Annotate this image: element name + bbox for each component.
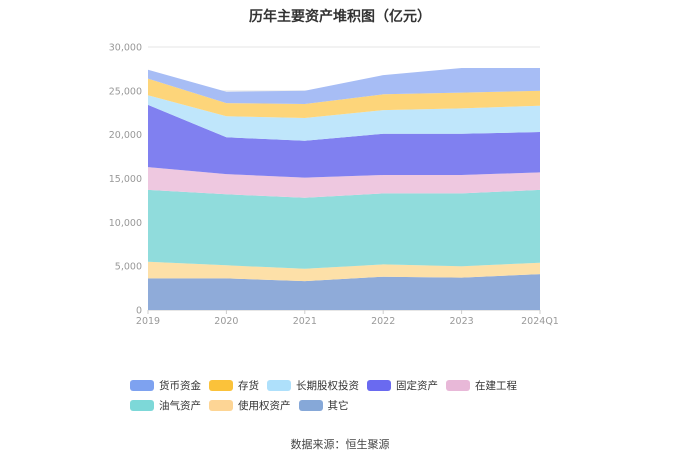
y-tick-label: 15,000	[109, 174, 142, 185]
x-axis: 2019 2020 2021 2022 2023 2024Q1	[136, 310, 559, 327]
legend: 货币资金 存货 长期股权投资 固定资产 在建工程油气资产 使用权资产 其它	[130, 378, 570, 418]
legend-swatch	[367, 379, 391, 391]
legend-swatch	[209, 399, 233, 411]
x-tick-label: 2023	[450, 316, 474, 327]
legend-item[interactable]: 固定资产	[367, 378, 438, 392]
area-series-1	[148, 261, 540, 282]
source-note: 数据来源：恒生聚源	[290, 438, 390, 451]
legend-item[interactable]: 油气资产	[130, 398, 201, 412]
area-series-2	[148, 189, 540, 269]
legend-item[interactable]: 货币资金	[130, 378, 201, 392]
legend-item[interactable]: 在建工程	[446, 378, 517, 392]
stacked-area-chart: 0 5,000 10,000 15,000 20,000 25,000 30,000 201…	[109, 43, 559, 328]
legend-swatch	[298, 399, 323, 411]
legend-item[interactable]: 使用权资产	[209, 398, 291, 412]
x-tick-label: 2024Q1	[521, 316, 559, 327]
area-series-0	[148, 274, 540, 310]
y-tick-label: 20,000	[109, 130, 142, 141]
y-tick-label: 0	[136, 306, 142, 317]
legend-swatch	[446, 379, 470, 391]
legend-label: 货币资金	[159, 379, 201, 392]
area-series	[148, 68, 540, 310]
y-axis: 0 5,000 10,000 15,000 20,000 25,000 30,000	[109, 43, 142, 317]
area-series-5	[148, 95, 540, 141]
x-tick-label: 2020	[214, 316, 238, 327]
legend-label: 长期股权投资	[296, 379, 359, 392]
y-tick-label: 30,000	[109, 43, 142, 54]
y-tick-label: 25,000	[109, 86, 142, 97]
legend-label: 油气资产	[159, 399, 201, 412]
legend-label: 存货	[238, 379, 259, 392]
area-series-6	[148, 78, 540, 118]
legend-label: 固定资产	[396, 379, 438, 392]
x-tick-label: 2021	[293, 316, 317, 327]
legend-item[interactable]: 长期股权投资	[267, 378, 359, 392]
legend-label: 使用权资产	[238, 399, 291, 412]
legend-swatch	[130, 379, 154, 391]
area-series-4	[148, 104, 540, 178]
legend-label: 其它	[327, 399, 349, 412]
legend-swatch	[209, 379, 233, 391]
legend-swatch	[267, 379, 291, 391]
area-series-7	[148, 68, 540, 104]
legend-swatch	[130, 399, 154, 411]
y-tick-label: 10,000	[109, 218, 142, 229]
legend-item[interactable]: 其它	[298, 398, 349, 412]
chart-title: 历年主要资产堆积图（亿元）	[249, 9, 431, 25]
legend-item[interactable]: 存货	[209, 378, 259, 392]
y-tick-label: 5,000	[115, 262, 142, 273]
x-tick-label: 2022	[371, 316, 395, 327]
area-series-3	[148, 167, 540, 198]
legend-label: 在建工程	[475, 379, 517, 392]
x-tick-label: 2019	[136, 316, 160, 327]
